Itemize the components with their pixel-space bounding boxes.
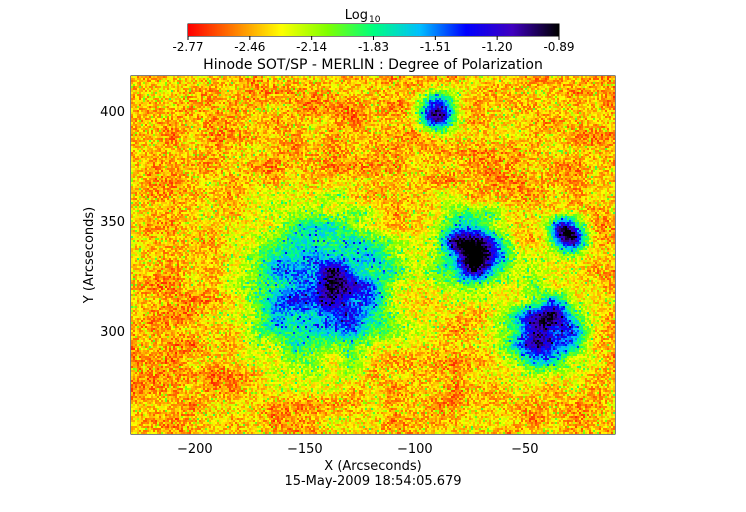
colorbar-tick-label: -2.46 — [234, 40, 265, 54]
x-tick-label: −150 — [287, 442, 323, 457]
x-tick-label: −50 — [511, 442, 538, 457]
y-tick-label: 300 — [100, 325, 125, 340]
y-axis-ticks: 300 350 400 — [100, 105, 615, 340]
colorbar-tick-label: -1.20 — [482, 40, 513, 54]
colorbar-tick-label: -1.83 — [358, 40, 389, 54]
y-axis-label: Y (Arcseconds) — [82, 207, 97, 304]
timestamp: 15-May-2009 18:54:05.679 — [284, 474, 461, 489]
x-axis-label: X (Arcseconds) — [324, 459, 421, 474]
colorbar — [188, 24, 559, 36]
colorbar-tick-label: -1.51 — [420, 40, 451, 54]
colorbar-tick-label: -2.77 — [172, 40, 203, 54]
polarization-map — [131, 76, 615, 434]
x-tick-label: −100 — [397, 442, 433, 457]
y-tick-label: 350 — [100, 215, 125, 230]
colorbar-tick-label: -0.89 — [543, 40, 574, 54]
colorbar-title: Log — [345, 8, 368, 23]
colorbar-ticks: -2.77 -2.46 -2.14 -1.83 -1.51 -1.20 -0.89 — [172, 36, 575, 54]
x-tick-label: −200 — [177, 442, 213, 457]
colorbar-tick-label: -2.14 — [296, 40, 327, 54]
colorbar-title-subscript: 10 — [369, 15, 381, 25]
chart-title: Hinode SOT/SP - MERLIN : Degree of Polar… — [203, 57, 543, 73]
y-tick-label: 400 — [100, 105, 125, 120]
